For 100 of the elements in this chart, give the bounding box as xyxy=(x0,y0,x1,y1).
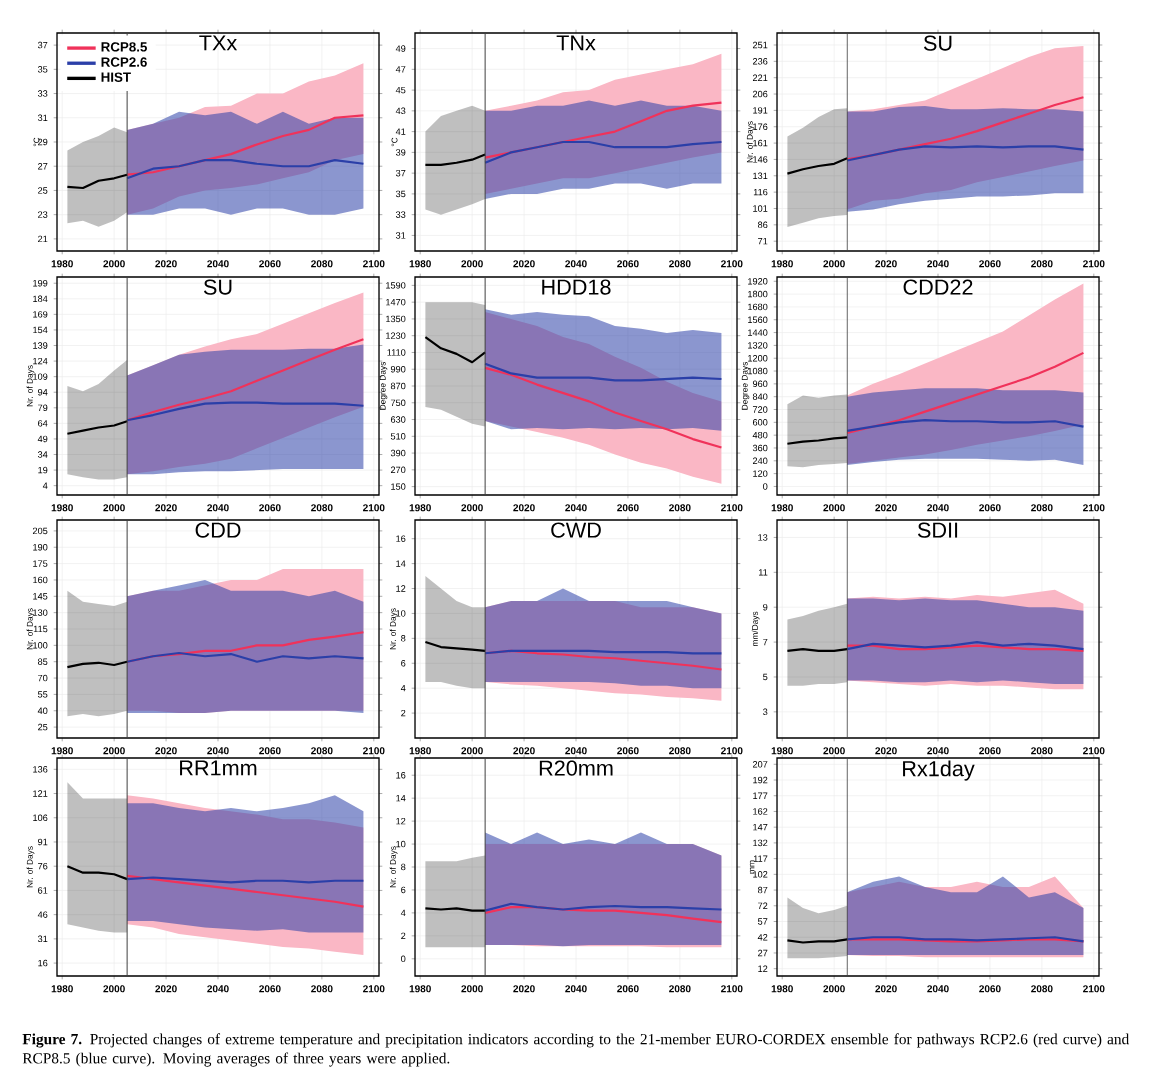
x-tick-label: 1980 xyxy=(51,260,73,268)
legend-label: RCP8.5 xyxy=(101,42,147,52)
x-tick-label: 2060 xyxy=(979,747,1001,755)
y-tick-label: 25 xyxy=(38,723,48,731)
y-tick-label: 23 xyxy=(38,211,48,218)
x-tick-label: 2040 xyxy=(565,260,587,268)
y-tick-label: 169 xyxy=(33,311,48,318)
x-tick-label: 2040 xyxy=(565,747,587,755)
y-tick-label: 49 xyxy=(37,435,48,443)
y-tick-label: 37 xyxy=(37,41,48,49)
y-tick-label: 64 xyxy=(38,420,48,427)
y-axis-title: mm xyxy=(749,860,755,874)
y-tick-label: 7 xyxy=(763,638,768,646)
y-tick-label: 10 xyxy=(396,610,406,617)
x-tick-label: 2060 xyxy=(617,747,639,755)
y-tick-label: 33 xyxy=(395,211,406,218)
x-tick-label: 2020 xyxy=(513,985,535,993)
x-tick-label: 2080 xyxy=(1031,260,1053,268)
x-tick-label: 2080 xyxy=(669,260,691,268)
y-tick-label: 106 xyxy=(33,814,48,821)
x-tick-label: 2060 xyxy=(259,260,281,268)
y-tick-label: 70 xyxy=(38,674,48,682)
y-tick-label: 360 xyxy=(752,444,768,452)
x-tick-label: 2020 xyxy=(513,260,535,268)
x-tick-label: 2100 xyxy=(1083,260,1105,268)
x-tick-label: 2100 xyxy=(363,260,385,268)
y-tick-label: 14 xyxy=(396,560,406,567)
y-tick-label: 131 xyxy=(753,172,768,180)
x-tick-label: 2040 xyxy=(927,985,949,993)
y-tick-label: 91 xyxy=(38,838,48,846)
x-tick-label: 1980 xyxy=(409,504,431,512)
y-tick-label: 34 xyxy=(37,451,48,458)
y-tick-label: 0 xyxy=(763,483,768,490)
y-tick-label: 9 xyxy=(763,603,768,611)
y-tick-label: 31 xyxy=(37,114,48,122)
y-tick-label: 1080 xyxy=(748,367,768,375)
x-tick-label: 2060 xyxy=(617,504,639,512)
y-tick-label: 199 xyxy=(33,279,48,287)
y-tick-label: 1320 xyxy=(748,342,768,349)
y-tick-label: 4 xyxy=(400,909,406,917)
x-tick-label: 2060 xyxy=(259,504,281,512)
y-tick-label: 6 xyxy=(401,886,406,894)
x-tick-label: 2020 xyxy=(875,747,897,755)
y-tick-label: 10 xyxy=(396,840,406,848)
y-tick-label: 8 xyxy=(401,635,406,642)
y-tick-label: 221 xyxy=(752,74,768,81)
y-tick-label: 79 xyxy=(38,404,48,412)
y-tick-label: 100 xyxy=(33,642,48,649)
y-tick-label: 12 xyxy=(758,965,768,972)
y-axis-title: Degree Days xyxy=(741,362,750,410)
y-tick-label: 120 xyxy=(753,470,768,477)
x-tick-label: 2060 xyxy=(259,985,281,993)
x-tick-label: 2080 xyxy=(311,747,333,755)
y-tick-label: 3 xyxy=(763,708,768,716)
chart-title: Rx1day xyxy=(903,760,975,781)
y-tick-label: 205 xyxy=(32,527,48,535)
x-tick-label: 1980 xyxy=(51,747,73,755)
y-tick-label: 1560 xyxy=(748,316,768,323)
y-tick-label: 136 xyxy=(33,766,48,773)
chart-title: SDII xyxy=(917,522,958,538)
y-tick-label: 1800 xyxy=(748,290,768,298)
y-tick-label: 72 xyxy=(758,902,768,909)
y-tick-label: 121 xyxy=(33,790,48,797)
y-tick-label: 13 xyxy=(758,534,768,541)
y-tick-label: 61 xyxy=(38,887,48,894)
x-tick-label: 2100 xyxy=(1083,747,1105,755)
x-tick-label: 2040 xyxy=(927,747,949,755)
y-tick-label: 11 xyxy=(758,569,768,576)
chart-title: RR1mm xyxy=(180,760,257,776)
y-tick-label: 1920 xyxy=(748,278,768,285)
chart-title: CDD xyxy=(195,522,241,538)
y-tick-label: 57 xyxy=(757,918,768,925)
y-tick-label: 39 xyxy=(395,149,406,156)
y-tick-label: 145 xyxy=(33,593,48,600)
x-tick-label: 2100 xyxy=(721,504,743,512)
x-tick-label: 1980 xyxy=(771,985,793,993)
y-tick-label: 115 xyxy=(33,625,48,633)
y-tick-label: 1680 xyxy=(748,303,768,311)
y-tick-label: 990 xyxy=(390,365,406,373)
y-tick-label: 25 xyxy=(38,187,48,194)
y-axis-title: Nr. of Days xyxy=(389,846,398,888)
y-tick-label: 206 xyxy=(752,90,768,98)
y-tick-label: 27 xyxy=(38,163,48,170)
y-tick-label: 0 xyxy=(401,955,406,963)
x-tick-label: 1980 xyxy=(51,985,73,993)
y-tick-label: 76 xyxy=(38,862,48,870)
x-tick-label: 2080 xyxy=(311,504,333,512)
x-tick-label: 2080 xyxy=(669,985,691,993)
y-tick-label: 191 xyxy=(753,107,768,114)
x-tick-label: 2040 xyxy=(207,985,229,993)
y-axis-title: mm/Days xyxy=(751,611,760,647)
x-tick-label: 2000 xyxy=(461,504,483,512)
y-tick-label: 86 xyxy=(757,221,768,229)
x-tick-label: 2060 xyxy=(617,985,639,993)
y-tick-label: 109 xyxy=(33,373,48,380)
x-tick-label: 2100 xyxy=(363,504,385,512)
y-tick-label: 8 xyxy=(401,863,406,871)
x-tick-label: 2020 xyxy=(513,504,535,512)
chart-title: SU xyxy=(923,35,952,51)
y-tick-label: 2 xyxy=(401,932,406,940)
